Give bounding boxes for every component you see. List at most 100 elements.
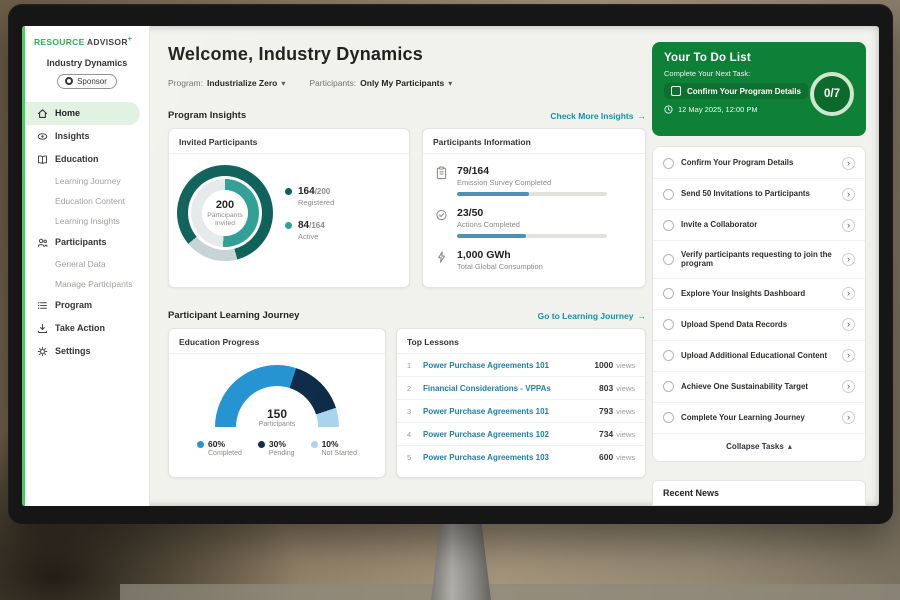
task-row[interactable]: Upload Spend Data Records › bbox=[653, 310, 865, 341]
task-label: Explore Your Insights Dashboard bbox=[681, 288, 806, 298]
task-row[interactable]: Achieve One Sustainability Target › bbox=[653, 372, 865, 403]
clock-icon bbox=[664, 105, 673, 114]
sidebar-item-learning-journey[interactable]: Learning Journey bbox=[25, 171, 149, 191]
legend-completed: 60% Completed bbox=[197, 439, 242, 457]
task-checkbox[interactable] bbox=[663, 319, 674, 331]
task-open-button[interactable]: › bbox=[842, 218, 855, 232]
sidebar-item-general-data[interactable]: General Data bbox=[25, 254, 149, 274]
lesson-views-suffix: views bbox=[616, 384, 635, 393]
lesson-rank: 2 bbox=[407, 383, 412, 393]
lesson-link[interactable]: Financial Considerations - VPPAs bbox=[423, 383, 551, 393]
lesson-link[interactable]: Power Purchase Agreements 101 bbox=[423, 360, 549, 370]
legend-dot-not-started bbox=[310, 440, 318, 448]
legend-label: Completed bbox=[208, 450, 242, 457]
legend-pct: 60% bbox=[208, 439, 226, 449]
logo-part-2: ADVISOR bbox=[84, 36, 128, 47]
task-row[interactable]: Upload Additional Educational Content › bbox=[653, 341, 865, 372]
sidebar-nav: Home Insights Education Learning Journey bbox=[25, 101, 149, 363]
check-circle-icon bbox=[435, 208, 448, 222]
arrow-right-icon: → bbox=[637, 110, 647, 121]
insights-icon bbox=[37, 131, 48, 142]
arrow-right-icon: → bbox=[637, 310, 647, 321]
sponsor-badge[interactable]: Sponsor bbox=[57, 73, 117, 89]
sidebar-item-education-content[interactable]: Education Content bbox=[25, 191, 149, 211]
stat-value: 79/164 bbox=[457, 165, 490, 177]
task-row[interactable]: Explore Your Insights Dashboard › bbox=[653, 279, 865, 310]
lesson-link[interactable]: Power Purchase Agreements 102 bbox=[423, 429, 549, 439]
next-task-row[interactable]: Confirm Your Program Details bbox=[664, 83, 808, 99]
sidebar-item-education[interactable]: Education bbox=[25, 148, 149, 171]
legend-registered: 164/200 Registered bbox=[285, 186, 334, 207]
sidebar-item-take-action[interactable]: Take Action bbox=[25, 317, 149, 340]
task-row[interactable]: Invite a Collaborator › bbox=[653, 210, 865, 241]
lesson-views-suffix: views bbox=[616, 430, 635, 439]
task-open-button[interactable]: › bbox=[842, 252, 855, 266]
education-progress-gauge-chart: 150 Participants bbox=[215, 365, 339, 427]
check-more-insights-link[interactable]: Check More Insights → bbox=[550, 111, 646, 121]
task-open-button[interactable]: › bbox=[842, 349, 855, 363]
collapse-up-icon: ▴ bbox=[787, 441, 792, 451]
task-row[interactable]: Complete Your Learning Journey › bbox=[653, 403, 865, 434]
task-open-button[interactable]: › bbox=[842, 156, 855, 170]
todo-title: Your To Do List bbox=[664, 52, 751, 64]
lesson-views-suffix: views bbox=[616, 361, 635, 370]
task-row[interactable]: Confirm Your Program Details › bbox=[653, 148, 865, 179]
task-checkbox[interactable] bbox=[663, 350, 674, 362]
task-checkbox[interactable] bbox=[663, 157, 674, 169]
sidebar-item-learning-insights[interactable]: Learning Insights bbox=[25, 211, 149, 231]
go-to-learning-journey-link[interactable]: Go to Learning Journey → bbox=[538, 311, 646, 321]
todo-task-list: Confirm Your Program Details › Send 50 I… bbox=[652, 146, 866, 462]
program-select-label: Program: bbox=[168, 78, 203, 88]
chevron-right-icon: › bbox=[847, 319, 850, 330]
logo-plus: + bbox=[127, 36, 133, 43]
task-checkbox[interactable] bbox=[663, 381, 674, 393]
sidebar-item-insights[interactable]: Insights bbox=[25, 125, 149, 148]
lesson-views-suffix: views bbox=[616, 453, 635, 462]
card-title: Invited Participants bbox=[169, 129, 409, 154]
stat-label: Actions Completed bbox=[457, 220, 520, 229]
program-select[interactable]: Program: Industrialize Zero ▾ bbox=[168, 78, 285, 88]
task-open-button[interactable]: › bbox=[842, 411, 855, 425]
sidebar-item-participants[interactable]: Participants bbox=[25, 231, 149, 254]
energy-bolt-icon bbox=[435, 250, 448, 264]
task-label: Invite a Collaborator bbox=[681, 220, 758, 230]
legend-pct: 30% bbox=[268, 439, 286, 449]
legend-pending: 30% Pending bbox=[257, 439, 295, 457]
sidebar-item-settings[interactable]: Settings bbox=[25, 340, 149, 363]
lesson-link[interactable]: Power Purchase Agreements 101 bbox=[423, 406, 549, 416]
todo-summary-card: Your To Do List Complete Your Next Task:… bbox=[652, 42, 866, 136]
task-open-button[interactable]: › bbox=[842, 287, 855, 301]
top-lessons-card: Top Lessons 1 Power Purchase Agreements … bbox=[396, 328, 646, 478]
checkbox-icon[interactable] bbox=[671, 86, 681, 96]
chevron-right-icon: › bbox=[847, 412, 850, 423]
task-checkbox[interactable] bbox=[663, 188, 674, 200]
logo-part-1: RESOURCE bbox=[34, 36, 85, 47]
todo-progress-value: 0/7 bbox=[824, 88, 840, 100]
task-open-button[interactable]: › bbox=[842, 318, 855, 332]
sidebar-item-label: Participants bbox=[55, 237, 107, 248]
sidebar-item-program[interactable]: Program bbox=[25, 294, 149, 317]
sidebar-item-home[interactable]: Home bbox=[25, 101, 140, 125]
people-icon bbox=[37, 237, 48, 248]
task-row[interactable]: Verify participants requesting to join t… bbox=[653, 241, 865, 279]
sidebar-item-manage-participants[interactable]: Manage Participants bbox=[25, 274, 149, 294]
collapse-tasks-button[interactable]: Collapse Tasks ▴ bbox=[653, 434, 865, 460]
task-label: Upload Additional Educational Content bbox=[681, 350, 828, 360]
task-label: Upload Spend Data Records bbox=[681, 319, 788, 329]
donut-center-label: Participants Invited bbox=[207, 211, 243, 227]
task-open-button[interactable]: › bbox=[842, 187, 855, 201]
clipboard-icon bbox=[435, 166, 448, 180]
participants-select[interactable]: Participants: Only My Participants ▾ bbox=[309, 78, 452, 88]
sidebar-item-label: Education Content bbox=[55, 195, 125, 206]
download-icon bbox=[37, 323, 48, 334]
task-checkbox[interactable] bbox=[663, 219, 674, 231]
task-open-button[interactable]: › bbox=[842, 380, 855, 394]
task-row[interactable]: Send 50 Invitations to Participants › bbox=[653, 179, 865, 210]
learning-journey-section-header: Participant Learning Journey Go to Learn… bbox=[168, 310, 646, 321]
task-checkbox[interactable] bbox=[663, 288, 674, 300]
task-checkbox[interactable] bbox=[663, 412, 674, 424]
lesson-link[interactable]: Power Purchase Agreements 103 bbox=[423, 452, 549, 462]
task-checkbox[interactable] bbox=[663, 253, 674, 265]
home-icon bbox=[37, 108, 48, 119]
